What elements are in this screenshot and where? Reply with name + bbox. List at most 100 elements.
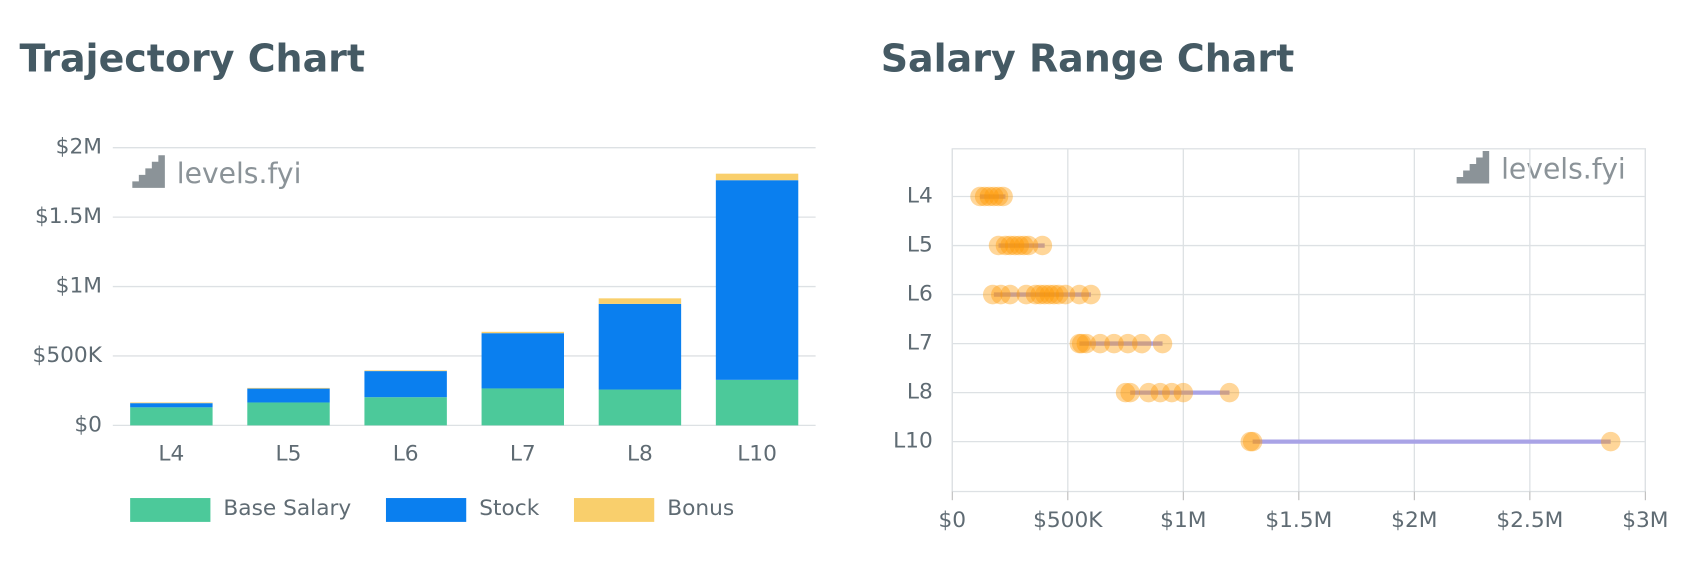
point — [1081, 284, 1101, 305]
point — [1242, 431, 1263, 452]
chart-title: Trajectory Chart — [20, 36, 366, 80]
point — [979, 186, 1000, 207]
point — [1018, 235, 1039, 256]
point — [991, 284, 1011, 305]
legend-label: Bonus — [667, 496, 734, 521]
y-tick-label: L7 — [907, 331, 933, 356]
x-tick-label: L4 — [158, 442, 184, 467]
point — [1030, 284, 1050, 305]
point — [974, 186, 995, 207]
point — [1000, 235, 1020, 256]
bar-segment — [130, 402, 213, 404]
point — [1219, 382, 1240, 403]
point — [1600, 431, 1621, 452]
y-tick-label: L8 — [907, 380, 933, 405]
legend-label: Base Salary — [223, 496, 351, 521]
bar-segment — [481, 331, 564, 334]
point — [970, 186, 990, 207]
x-tick-label: $1M — [1160, 508, 1206, 533]
point — [1069, 284, 1090, 305]
y-tick-label: L5 — [907, 233, 933, 258]
point — [993, 186, 1013, 207]
y-tick-label: $0 — [74, 412, 102, 437]
point — [1044, 284, 1064, 305]
bar-segment — [715, 180, 799, 380]
x-tick-label: $0 — [938, 508, 966, 533]
x-tick-label: L10 — [737, 442, 777, 467]
bar-segment — [481, 333, 564, 389]
bar-segment — [247, 388, 330, 403]
point — [988, 235, 1009, 256]
x-tick-label: $1.5M — [1265, 508, 1332, 533]
point — [1055, 284, 1076, 305]
x-tick-label: $500K — [1033, 508, 1103, 533]
x-tick-label: L5 — [276, 442, 302, 467]
point — [1173, 382, 1194, 403]
y-tick-label: $1.5M — [35, 204, 102, 229]
x-tick-label: L8 — [627, 442, 653, 467]
point — [1039, 284, 1060, 305]
bar-segment — [247, 402, 330, 426]
point — [1009, 235, 1030, 256]
point — [995, 235, 1016, 256]
chart-title: Salary Range Chart — [881, 36, 1295, 80]
legend-swatch — [385, 498, 467, 522]
y-tick-label: $500K — [33, 343, 103, 368]
point — [1120, 382, 1140, 403]
point — [1090, 333, 1110, 354]
point — [1034, 284, 1055, 305]
y-tick-label: L4 — [907, 184, 933, 209]
bar-segment — [130, 407, 213, 426]
point — [1118, 333, 1138, 354]
watermark: levels.fyi — [177, 157, 302, 190]
bar-segment — [598, 298, 682, 304]
y-tick-label: $1M — [56, 274, 102, 299]
point — [1000, 284, 1020, 305]
point — [1048, 284, 1069, 305]
legend-label: Stock — [479, 496, 539, 521]
point — [1115, 382, 1136, 403]
y-tick-label: L10 — [893, 429, 933, 454]
bar-segment — [598, 389, 682, 426]
bar-segment — [364, 397, 447, 426]
point — [982, 284, 1003, 305]
point — [1025, 284, 1046, 305]
bar-segment — [247, 387, 330, 389]
legend-swatch — [130, 498, 211, 522]
bar-segment — [598, 303, 682, 390]
x-tick-label: $2.5M — [1496, 508, 1563, 533]
watermark-icon — [132, 150, 1490, 188]
y-tick-label: $2M — [56, 135, 102, 160]
y-tick-label: L6 — [907, 282, 933, 307]
point — [988, 186, 1009, 207]
point — [1071, 333, 1092, 354]
point — [1104, 333, 1124, 354]
point — [1240, 431, 1261, 452]
point — [1032, 235, 1053, 256]
legend-swatch — [573, 498, 655, 522]
point — [1014, 235, 1034, 256]
bar-segment — [364, 370, 447, 372]
bar-segment — [715, 379, 799, 426]
bar-segment — [364, 371, 447, 398]
x-tick-label: L6 — [393, 442, 419, 467]
point — [1016, 284, 1036, 305]
point — [1004, 235, 1025, 256]
bar-segment — [481, 388, 564, 426]
x-tick-label: $2M — [1391, 508, 1437, 533]
point — [1150, 382, 1170, 403]
point — [1076, 333, 1097, 354]
point — [1152, 333, 1173, 354]
bar-segment — [715, 173, 799, 181]
point — [1138, 382, 1159, 403]
point — [1131, 333, 1152, 354]
watermark: levels.fyi — [1501, 152, 1626, 185]
x-tick-label: L7 — [510, 442, 536, 467]
point — [984, 186, 1004, 207]
x-tick-label: $3M — [1622, 508, 1668, 533]
point — [1162, 382, 1182, 403]
bar-segment — [130, 403, 213, 408]
point — [1069, 333, 1090, 354]
